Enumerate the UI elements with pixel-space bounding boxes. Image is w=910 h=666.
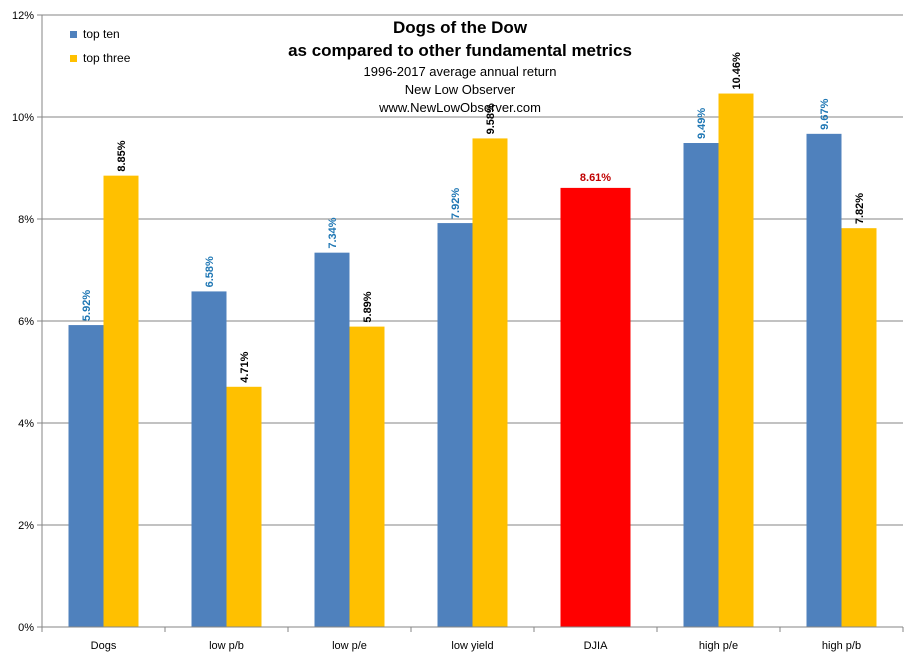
bar-top-three-high-p-b (841, 228, 877, 627)
data-label-top-three: 5.89% (362, 291, 374, 322)
x-tick-label: Dogs (91, 640, 117, 652)
legend-item-top-three: top three (70, 50, 130, 66)
bar-top-ten-low-p-b (191, 291, 227, 627)
y-tick-label: 12% (12, 10, 34, 22)
chart-subtitle-website: www.NewLowObserver.com (379, 100, 541, 115)
legend-label-top-ten: top ten (83, 27, 120, 41)
y-tick-label: 6% (18, 316, 34, 328)
legend-item-top-ten: top ten (70, 26, 130, 42)
data-label-top-ten: 6.58% (204, 256, 216, 287)
chart-title: Dogs of the Dow (392, 18, 528, 37)
data-label-top-three: 9.58% (485, 103, 497, 134)
data-label-top-ten: 5.92% (81, 290, 93, 321)
y-tick-label: 2% (18, 520, 34, 532)
legend-swatch-top-ten (70, 30, 77, 38)
bar-top-three-low-yield (472, 138, 508, 628)
bar-top-three-Dogs (103, 175, 139, 627)
data-label-top-ten: 7.92% (450, 188, 462, 219)
chart-title-line-2: as compared to other fundamental metrics (288, 41, 632, 60)
x-tick-label: low yield (451, 640, 493, 652)
x-tick-label: high p/b (822, 640, 861, 652)
x-tick-label: high p/e (699, 640, 738, 652)
legend-label-top-three: top three (83, 51, 131, 65)
data-label-top-ten: 9.49% (696, 108, 708, 139)
y-tick-label: 8% (18, 214, 34, 226)
legend: top ten top three (70, 26, 130, 74)
data-label-djia: 8.61% (580, 172, 611, 184)
x-tick-label: low p/b (209, 640, 244, 652)
data-label-top-three: 8.85% (116, 140, 128, 171)
bar-top-ten-low-yield (437, 223, 473, 627)
x-tick-label: low p/e (332, 640, 367, 652)
bar-top-three-low-p-e (349, 326, 385, 627)
bar-top-ten-low-p-e (314, 252, 350, 627)
bar-top-three-low-p-b (226, 386, 262, 627)
bar-top-ten-high-p-b (806, 133, 842, 627)
chart-subtitle-source: New Low Observer (404, 82, 516, 97)
data-label-top-three: 10.46% (731, 52, 743, 90)
bar-top-ten-Dogs (68, 325, 104, 627)
y-tick-label: 0% (18, 622, 34, 634)
x-tick-label: DJIA (584, 640, 609, 652)
data-label-top-ten: 7.34% (327, 217, 339, 248)
bar-djia (560, 187, 631, 627)
legend-swatch-top-three (70, 54, 77, 62)
y-tick-label: 10% (12, 112, 34, 124)
data-label-top-ten: 9.67% (819, 98, 831, 129)
chart-titles: Dogs of the Dow as compared to other fun… (250, 16, 670, 117)
bar-top-three-high-p-e (718, 93, 754, 628)
y-tick-label: 4% (18, 418, 34, 430)
data-label-top-three: 4.71% (239, 351, 251, 382)
chart-subtitle-period: 1996-2017 average annual return (363, 64, 557, 79)
bar-top-ten-high-p-e (683, 143, 719, 627)
data-label-top-three: 7.82% (854, 193, 866, 224)
